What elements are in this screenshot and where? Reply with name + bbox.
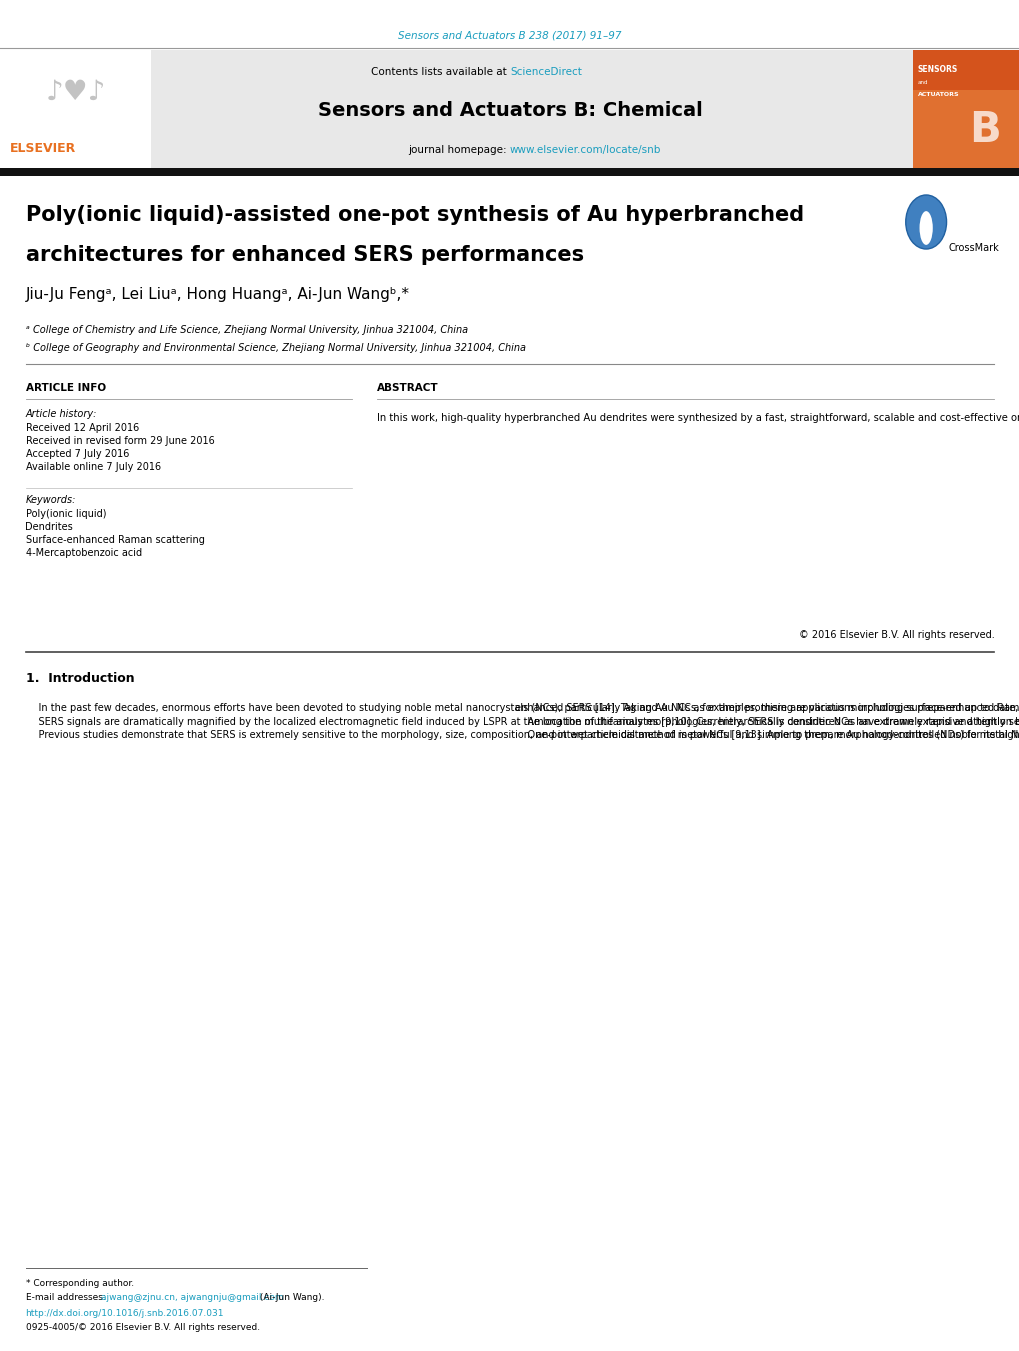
Text: ᵃ College of Chemistry and Life Science, Zhejiang Normal University, Jinhua 3210: ᵃ College of Chemistry and Life Science,… [25, 326, 467, 335]
Text: © 2016 Elsevier B.V. All rights reserved.: © 2016 Elsevier B.V. All rights reserved… [798, 630, 994, 640]
Text: ♪♥♪: ♪♥♪ [45, 78, 106, 105]
Text: Jiu-Ju Fengᵃ, Lei Liuᵃ, Hong Huangᵃ, Ai-Jun Wangᵇ,*: Jiu-Ju Fengᵃ, Lei Liuᵃ, Hong Huangᵃ, Ai-… [25, 288, 409, 303]
Text: CrossMark: CrossMark [948, 243, 999, 253]
Text: ajwang@zjnu.cn, ajwangnju@gmail.com: ajwang@zjnu.cn, ajwangnju@gmail.com [101, 1293, 283, 1302]
Text: Received 12 April 2016: Received 12 April 2016 [25, 423, 139, 434]
Text: In the past few decades, enormous efforts have been devoted to studying noble me: In the past few decades, enormous effort… [25, 703, 1019, 740]
Ellipse shape [919, 211, 932, 245]
Text: http://dx.doi.org/10.1016/j.snb.2016.07.031: http://dx.doi.org/10.1016/j.snb.2016.07.… [25, 1309, 224, 1317]
Text: (Ai-Jun Wang).: (Ai-Jun Wang). [257, 1293, 324, 1302]
Text: 0925-4005/© 2016 Elsevier B.V. All rights reserved.: 0925-4005/© 2016 Elsevier B.V. All right… [25, 1324, 260, 1332]
Text: Keywords:: Keywords: [25, 494, 75, 505]
Text: ABSTRACT: ABSTRACT [377, 382, 438, 393]
Text: www.elsevier.com/locate/snb: www.elsevier.com/locate/snb [510, 145, 660, 155]
Circle shape [905, 195, 946, 249]
Text: Received in revised form 29 June 2016: Received in revised form 29 June 2016 [25, 436, 214, 446]
Text: 1.  Introduction: 1. Introduction [25, 671, 133, 685]
Text: ELSEVIER: ELSEVIER [10, 142, 76, 154]
Text: ARTICLE INFO: ARTICLE INFO [25, 382, 106, 393]
Text: Accepted 7 July 2016: Accepted 7 July 2016 [25, 449, 128, 459]
Text: ACTUATORS: ACTUATORS [917, 92, 959, 97]
Text: Poly(ionic liquid)-assisted one-pot synthesis of Au hyperbranched: Poly(ionic liquid)-assisted one-pot synt… [25, 205, 803, 226]
Text: Sensors and Actuators B: Chemical: Sensors and Actuators B: Chemical [317, 100, 702, 119]
Text: Sensors and Actuators B 238 (2017) 91–97: Sensors and Actuators B 238 (2017) 91–97 [397, 30, 622, 41]
Text: Available online 7 July 2016: Available online 7 July 2016 [25, 462, 160, 471]
Text: Dendrites: Dendrites [25, 521, 73, 532]
Text: Contents lists available at: Contents lists available at [371, 68, 510, 77]
Text: and: and [917, 81, 927, 85]
Bar [912, 50, 1019, 168]
Text: SENSORS: SENSORS [917, 65, 957, 74]
Bar [0, 50, 151, 168]
Text: ᵇ College of Geography and Environmental Science, Zhejiang Normal University, Ji: ᵇ College of Geography and Environmental… [25, 343, 525, 353]
Text: E-mail addresses:: E-mail addresses: [25, 1293, 108, 1302]
Text: Surface-enhanced Raman scattering: Surface-enhanced Raman scattering [25, 535, 204, 544]
Text: enhanced SERS [14]. Taking Au NCs as examples, there are various morphologies pr: enhanced SERS [14]. Taking Au NCs as exa… [515, 703, 1019, 740]
Text: Poly(ionic liquid): Poly(ionic liquid) [25, 509, 106, 519]
Bar [0, 50, 1019, 168]
Bar [0, 168, 1019, 176]
Text: In this work, high-quality hyperbranched Au dendrites were synthesized by a fast: In this work, high-quality hyperbranched… [377, 413, 1019, 423]
Text: 4-Mercaptobenzoic acid: 4-Mercaptobenzoic acid [25, 549, 142, 558]
Text: Article history:: Article history: [25, 409, 97, 419]
Text: journal homepage:: journal homepage: [408, 145, 510, 155]
Text: * Corresponding author.: * Corresponding author. [25, 1278, 133, 1288]
Text: ScienceDirect: ScienceDirect [510, 68, 581, 77]
Bar [912, 50, 1019, 91]
Text: architectures for enhanced SERS performances: architectures for enhanced SERS performa… [25, 245, 583, 265]
Text: B: B [968, 109, 1001, 151]
